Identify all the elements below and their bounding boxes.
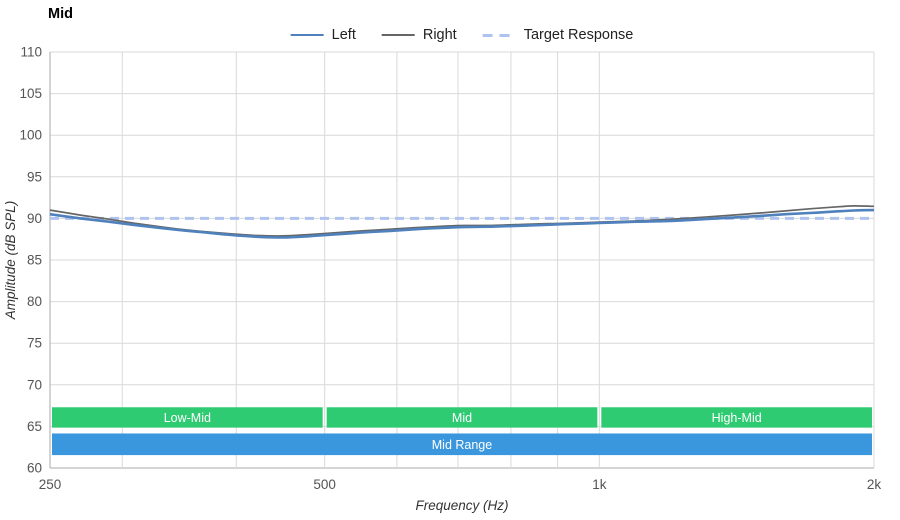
legend-label-right: Right	[422, 27, 457, 43]
band-label-mid-range: Mid Range	[432, 438, 492, 452]
x-tick-label: 2k	[867, 477, 882, 492]
y-tick-label: 100	[19, 128, 42, 143]
series-line-right	[49, 205, 875, 237]
y-tick-label: 75	[27, 336, 42, 351]
band-label-mid: Mid	[452, 411, 472, 425]
x-tick-label: 250	[39, 477, 62, 492]
band-label-low-mid: Low-Mid	[164, 411, 211, 425]
y-tick-label: 65	[27, 419, 42, 434]
legend-item-left[interactable]: Left	[290, 27, 356, 43]
y-tick-label: 95	[27, 169, 42, 184]
legend-swatch-left	[290, 33, 324, 37]
legend-swatch-right	[381, 34, 415, 36]
band-mid-range	[52, 433, 872, 456]
legend-item-right[interactable]: Right	[381, 27, 457, 43]
x-tick-label: 1k	[592, 477, 607, 492]
legend-swatch-target-response	[482, 33, 516, 37]
y-tick-label: 105	[19, 86, 42, 101]
x-tick-label: 500	[313, 477, 336, 492]
legend-label-left: Left	[331, 27, 356, 43]
chart-title: Mid	[48, 6, 73, 22]
y-tick-label: 80	[27, 294, 42, 309]
band-low-mid	[52, 407, 323, 428]
x-axis-title: Frequency (Hz)	[415, 498, 508, 513]
y-axis-title: Amplitude (dB SPL)	[3, 201, 18, 321]
y-tick-label: 70	[27, 377, 42, 392]
y-tick-label: 60	[27, 461, 42, 476]
y-tick-label: 110	[20, 45, 42, 60]
y-tick-label: 90	[27, 211, 42, 226]
band-label-high-mid: High-Mid	[712, 411, 762, 425]
series-line-left	[49, 208, 875, 239]
legend-label-target-response: Target Response	[523, 27, 634, 43]
y-tick-label: 85	[27, 253, 42, 268]
legend-item-target-response[interactable]: Target Response	[482, 27, 634, 43]
legend: Left Right Target Response	[290, 27, 634, 43]
band-mid	[326, 407, 598, 428]
band-high-mid	[601, 407, 872, 428]
